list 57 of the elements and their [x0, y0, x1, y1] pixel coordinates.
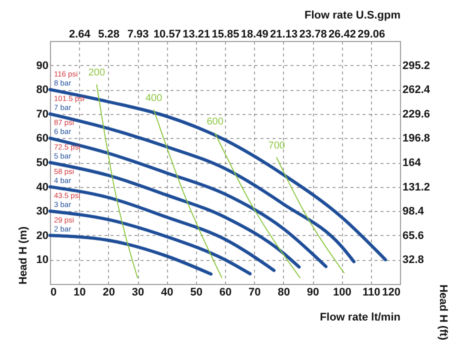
y2-tick-label: 32.8	[402, 254, 424, 266]
x2-tick-label: 29.06	[358, 28, 386, 40]
x-axis-title: Flow rate lt/min	[320, 312, 401, 324]
series-label: 200	[88, 68, 106, 79]
x-tick-label: 0	[50, 286, 57, 298]
series-label: 600	[206, 116, 224, 128]
y2-tick-label: 164	[402, 157, 422, 169]
x-tick-label: 100	[332, 286, 352, 298]
line-series	[48, 234, 213, 276]
y2-axis-title: Head H (ft)	[437, 284, 450, 340]
y2-tick-label: 98.4	[402, 206, 425, 218]
y-tick-label: 20	[36, 230, 48, 242]
y-tick-label: 30	[36, 206, 48, 218]
y-tick-label: 40	[36, 181, 48, 194]
line-series	[48, 185, 276, 272]
y2-tick-label: 262.4	[402, 84, 431, 96]
x2-tick-label: 26.42	[328, 28, 356, 40]
x-tick-label: 50	[190, 286, 202, 298]
x2-tick-label: 18.49	[240, 28, 268, 40]
x-tick-label: 90	[306, 286, 320, 298]
y2-tick-label: 131.2	[402, 181, 430, 194]
y-tick-label: 50	[36, 157, 48, 169]
y-tick-label: 90	[36, 60, 48, 72]
x-tick-label: 80	[278, 286, 290, 298]
line-series	[48, 88, 388, 262]
line-series	[48, 136, 328, 268]
y-tick-label: 80	[36, 84, 48, 96]
x-tick-label: 40	[161, 286, 174, 298]
y2-tick-label: 229.6	[402, 108, 430, 120]
y2-tick-label: 295.2	[402, 60, 430, 72]
y2-tick-label: 196.8	[402, 132, 430, 145]
y-axis-title: Head H (m)	[17, 226, 30, 284]
x-tick-label: 30	[132, 286, 144, 298]
x2-tick-label: 10.57	[153, 28, 181, 40]
x2-axis-title: Flow rate U.S.gpm	[304, 10, 401, 22]
y-tick-label: 10	[36, 254, 48, 266]
line-series	[48, 210, 252, 276]
x-tick-label: 20	[102, 286, 115, 298]
y-tick-label: 60	[36, 132, 48, 145]
x-tick-label: 70	[248, 286, 261, 298]
series-label: 700	[268, 140, 286, 152]
y2-tick-label: 65.6	[402, 230, 424, 242]
x2-tick-label: 15.85	[212, 28, 240, 40]
x2-tick-label: 21.13	[270, 28, 298, 40]
series-label: 400	[145, 93, 163, 104]
x-tick-label: 10	[74, 286, 86, 298]
x2-tick-label: 5.28	[98, 28, 120, 40]
x-tick-label: 120	[382, 286, 400, 298]
y-tick-label: 70	[36, 108, 48, 120]
line-series	[48, 160, 301, 269]
x2-tick-label: 2.64	[68, 28, 92, 40]
x2-tick-label: 7.93	[127, 28, 149, 40]
line-series	[48, 112, 356, 264]
x-tick-label: 110	[362, 286, 380, 298]
x-tick-label: 60	[219, 286, 232, 298]
x2-tick-label: 23.78	[299, 28, 327, 40]
x2-tick-label: 13.21	[182, 28, 210, 40]
